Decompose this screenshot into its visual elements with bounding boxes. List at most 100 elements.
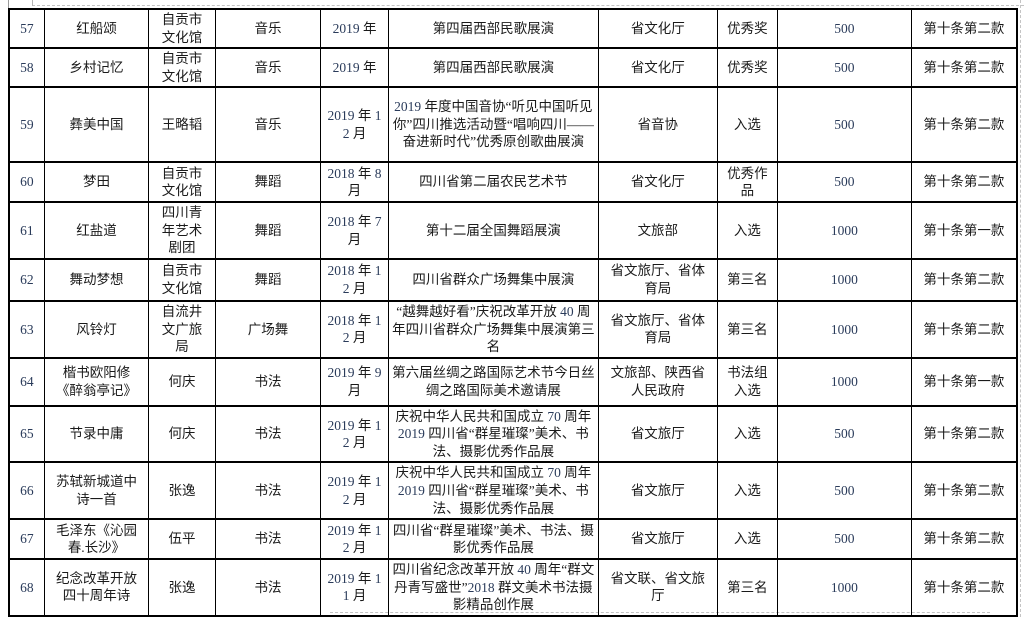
cell-author: 自流井文广旅局 [148,299,216,359]
numeric-text: 8 [374,165,382,181]
cell-date: 2019 年 [320,7,389,50]
cell-event: 四川省第二届农民艺术节 [387,161,599,204]
cell-title: 毛泽东《沁园春.长沙》 [43,518,150,561]
cell-date: 2018 年 12 月 [320,257,389,302]
cell-category: 舞蹈 [214,161,322,204]
cell-title: 彝美中国 [43,86,150,164]
table-row: 61 红盐道 四川青年艺术剧团 舞蹈 2018 年 7 月第十二届全国舞蹈展演 文旅部 入选… [8,201,1018,260]
numeric-text: 68 [20,579,34,595]
cell-clause: 第十条第二款 [910,257,1018,302]
cell-amount: 500 [777,404,912,464]
cell-award: 第三名 [716,299,779,359]
cell-no: 57 [8,7,45,50]
cell-author: 王略韬 [148,86,216,164]
table-row: 63 风铃灯 自流井文广旅局 广场舞 2018 年 12 月 “越舞越好看”庆祝改革开放 … [8,299,1018,359]
cell-organizer: 省文旅厅、省体育局 [597,299,718,359]
numeric-text: 61 [20,222,34,238]
numeric-text: 60 [20,174,34,190]
cell-award: 优秀奖 [716,7,779,50]
numeric-text: 2018 [327,213,355,229]
cell-date: 2018 年 8 月 [320,161,389,204]
cell-organizer: 省文旅厅、省体育局 [597,257,718,302]
numeric-text: 2018 [327,165,355,181]
cell-event: 四川省纪念改革开放 40 周年“群文丹青写盛世”2018 群文美术书法摄影精品创… [387,558,599,617]
awards-table-body: 57 红船颂 自贡市文化馆 音乐 2019 年第四届西部民歌展演 省文化厅 优秀奖 500 第十… [8,7,1018,617]
cell-clause: 第十条第二款 [910,47,1018,89]
numeric-text: 63 [20,321,34,337]
numeric-text: 12 [342,108,382,141]
cell-clause: 第十条第一款 [910,356,1018,407]
cell-clause: 第十条第二款 [910,299,1018,359]
numeric-text: 65 [20,426,34,442]
cell-category: 书法 [214,558,322,617]
cell-author: 伍平 [148,518,216,561]
cell-clause: 第十条第一款 [910,201,1018,260]
table-row: 68 纪念改革开放四十周年诗 张逸 书法 2019 年 11 月四川省纪念改革开放 40… [8,558,1018,617]
cell-date: 2019 年 [320,47,389,89]
numeric-text: 500 [834,174,855,190]
cell-organizer: 省音协 [597,86,718,164]
numeric-text: 40 [560,304,574,319]
numeric-text: 12 [342,263,382,296]
numeric-text: 66 [20,483,34,499]
page-boundary-right-dash [1020,0,1021,617]
cell-award: 入选 [716,518,779,561]
numeric-text: 40 [517,562,531,578]
numeric-text: 67 [20,531,34,547]
numeric-text: 12 [342,417,382,451]
table-row: 65 节录中庸 何庆 书法 2019 年 12 月庆祝中华人民共和国成立 70 周年 2… [8,404,1018,464]
table-row: 58 乡村记忆 自贡市文化馆 音乐 2019 年第四届西部民歌展演 省文化厅 优秀奖 500 第… [8,47,1018,89]
cell-event: 庆祝中华人民共和国成立 70 周年 2019 四川省“群星璀璨”美术、书法、摄影… [387,461,599,521]
cell-amount: 1000 [777,299,912,359]
cell-title: 红盐道 [43,201,150,260]
numeric-text: 12 [342,312,382,346]
cell-no: 61 [8,201,45,260]
numeric-text: 2019 [327,522,355,538]
cell-amount: 1000 [777,201,912,260]
cell-clause: 第十条第二款 [910,86,1018,164]
numeric-text: 57 [20,20,34,36]
cell-author: 四川青年艺术剧团 [148,201,216,260]
numeric-text: 2018 [467,579,495,595]
cell-category: 舞蹈 [214,201,322,260]
cell-title: 苏轼新城道中诗一首 [43,461,150,521]
cell-category: 书法 [214,404,322,464]
cell-clause: 第十条第二款 [910,461,1018,521]
cell-author: 张逸 [148,558,216,617]
cell-award: 优秀作品 [716,161,779,204]
table-row: 59 彝美中国 王略韬 音乐 2019 年 12 月 2019 年度中国音协“听见中国听见… [8,86,1018,164]
cell-amount: 500 [777,86,912,164]
cell-no: 63 [8,299,45,359]
cell-clause: 第十条第二款 [910,161,1018,204]
cell-no: 68 [8,558,45,617]
numeric-text: 2019 [397,483,425,499]
cell-amount: 500 [777,161,912,204]
cell-event: 四川省“群星璀璨”美术、书法、摄影优秀作品展 [387,518,599,561]
cell-title: 楷书欧阳修《醉翁亭记》 [43,356,150,407]
numeric-text: 1000 [830,321,858,337]
cell-title: 乡村记忆 [43,47,150,89]
cell-author: 自贡市文化馆 [148,161,216,204]
cell-category: 书法 [214,356,322,407]
cell-clause: 第十条第二款 [910,518,1018,561]
cell-amount: 1000 [777,356,912,407]
numeric-text: 12 [342,522,382,556]
cell-date: 2019 年 12 月 [320,518,389,561]
numeric-text: 1000 [830,272,858,288]
numeric-text: 2019 [327,417,355,433]
cell-award: 第三名 [716,257,779,302]
cell-no: 59 [8,86,45,164]
cell-author: 自贡市文化馆 [148,47,216,89]
cell-organizer: 文旅部 [597,201,718,260]
cell-award: 入选 [716,201,779,260]
numeric-text: 500 [834,531,855,547]
numeric-text: 500 [834,116,855,132]
numeric-text: 9 [374,365,382,381]
cell-amount: 1000 [777,558,912,617]
cell-event: 庆祝中华人民共和国成立 70 周年 2019 四川省“群星璀璨”美术、书法、摄影… [387,404,599,464]
cell-date: 2019 年 12 月 [320,461,389,521]
numeric-text: 2019 [332,20,360,36]
cell-category: 广场舞 [214,299,322,359]
cell-date: 2019 年 12 月 [320,86,389,164]
cell-award: 入选 [716,86,779,164]
